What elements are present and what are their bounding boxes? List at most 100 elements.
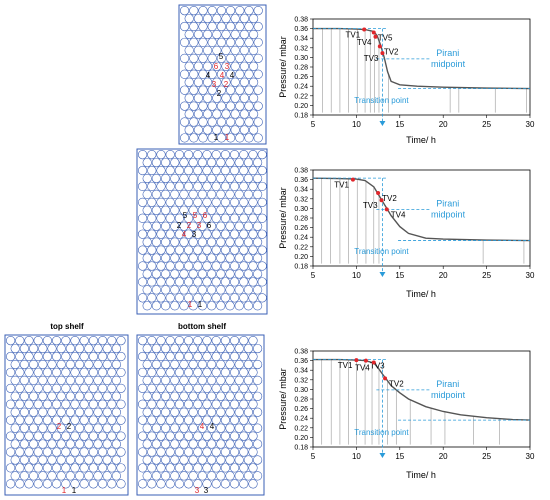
vial-circle (70, 399, 80, 409)
vial-circle (97, 383, 108, 393)
y-tick-label: 0.38 (294, 168, 308, 175)
vial-circle (198, 21, 208, 32)
vial-circle (138, 293, 148, 303)
vial-label: 4 (230, 71, 235, 80)
pirani-midpoint-label: midpoint (431, 390, 466, 400)
vial-circle (188, 205, 198, 215)
vial-circle (42, 336, 53, 346)
vial-circle (170, 455, 180, 465)
vial-circle (28, 455, 39, 465)
vial-circle (249, 61, 259, 71)
vial-circle (24, 431, 34, 441)
vial-circle (161, 285, 171, 295)
vial-circle (174, 431, 184, 441)
vial-circle (234, 439, 244, 449)
vial-circle (248, 336, 258, 346)
vial-circle (225, 173, 235, 184)
vial-circle (248, 150, 258, 160)
vial-circle (180, 101, 190, 111)
vial-circle (211, 431, 221, 441)
vial-circle (138, 399, 148, 409)
vial-circle (234, 253, 244, 263)
vial-circle (147, 415, 157, 425)
vial-circle (184, 29, 194, 40)
vial-circle (257, 165, 267, 176)
vial-circle (19, 423, 29, 433)
vial-circle (102, 407, 112, 417)
vial-circle (220, 213, 230, 223)
vial-circle (142, 237, 152, 247)
vial-circle (189, 85, 199, 95)
vial-circle (220, 463, 230, 473)
x-tick-label: 25 (482, 120, 491, 129)
vial-label: 3 (212, 80, 217, 89)
tv-label: TV2 (389, 379, 404, 388)
vial-circle (65, 471, 75, 481)
vial-circle (174, 479, 184, 489)
vial-circle (10, 471, 20, 481)
vial-circle (10, 359, 20, 370)
vial-circle (189, 6, 199, 16)
y-tick-label: 0.20 (294, 435, 308, 442)
vial-circle (88, 431, 98, 441)
vial-circle (225, 221, 235, 231)
vial-circle (216, 37, 226, 48)
vial-circle (211, 229, 221, 239)
vial-circle (239, 245, 249, 255)
vial-circle (230, 351, 240, 362)
vial-circle (88, 463, 98, 473)
x-tick-label: 5 (311, 271, 316, 280)
vial-circle (234, 359, 244, 370)
vial-circle (235, 101, 245, 111)
vial-circle (156, 293, 166, 303)
vial-circle (165, 383, 175, 393)
vial-circle (207, 359, 217, 370)
vial-circle (239, 165, 249, 176)
shelf-label-bottom: bottom shelf (178, 322, 226, 331)
vial-circle (33, 447, 43, 457)
vial-circle (198, 69, 208, 79)
vial-circle (244, 133, 254, 143)
vial-circle (156, 245, 166, 255)
vial-circle (156, 463, 166, 473)
vial-circle (207, 375, 217, 385)
vial-circle (111, 391, 121, 401)
vial-circle (230, 61, 240, 71)
vial-circle (24, 399, 34, 409)
vial-circle (47, 391, 57, 401)
vial-circle (84, 375, 94, 385)
vial-tray-row1 (178, 4, 267, 145)
vial-label: 4 (206, 71, 211, 80)
y-tick-label: 0.34 (294, 368, 308, 375)
chart-3-ylabel: Pressure/ mbar (278, 368, 288, 430)
tv-marker (377, 44, 382, 49)
vial-circle (70, 479, 80, 489)
vial-circle (211, 336, 221, 346)
vial-circle (243, 455, 253, 465)
vial-circle (188, 359, 198, 370)
vial-circle (147, 213, 157, 223)
vial-circle (197, 269, 207, 279)
vial-circle (161, 237, 171, 247)
vial-circle (193, 109, 203, 119)
vial-circle (193, 77, 203, 87)
vial-circle (193, 351, 203, 362)
vial-label: 2 (57, 422, 62, 431)
vial-circle (61, 336, 71, 346)
vial-circle (156, 415, 166, 425)
vial-circle (174, 463, 184, 473)
vial-circle (33, 351, 43, 362)
vial-circle (226, 37, 236, 48)
vial-circle (243, 157, 253, 168)
vial-circle (61, 447, 71, 457)
vial-circle (170, 205, 180, 215)
vial-circle (165, 165, 175, 176)
pirani-midpoint-label: midpoint (431, 59, 466, 69)
vial-circle (179, 205, 189, 215)
vial-circle (253, 423, 263, 433)
vial-circle (180, 117, 190, 127)
vial-circle (197, 221, 207, 231)
y-tick-label: 0.20 (294, 254, 308, 261)
vial-circle (244, 53, 254, 63)
vial-circle (24, 447, 34, 457)
